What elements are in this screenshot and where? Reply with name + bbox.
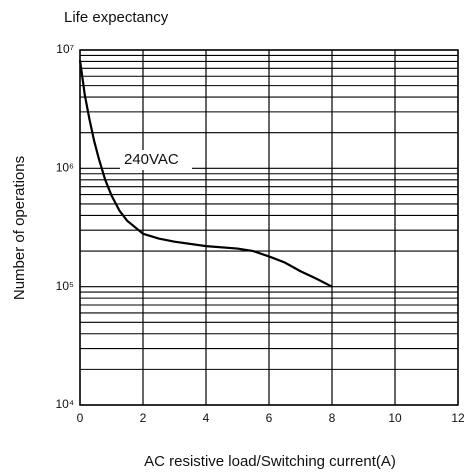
x-axis-label: AC resistive load/Switching current(A) (144, 453, 396, 470)
x-tick-label: 10 (388, 411, 402, 425)
x-tick-label: 4 (203, 411, 210, 425)
x-tick-label: 8 (329, 411, 336, 425)
x-tick-label: 12 (451, 411, 465, 425)
plot-frame (79, 49, 459, 406)
y-tick-label: 10⁶ (56, 161, 74, 175)
series-label: 240VAC (124, 151, 179, 168)
series-line (78, 60, 333, 288)
x-tick-label: 6 (266, 411, 273, 425)
x-tick-label: 2 (140, 411, 147, 425)
label-bg (120, 150, 192, 170)
chart-title: Life expectancy (64, 9, 169, 26)
y-tick-label: 10⁵ (56, 279, 74, 293)
y-axis-label: Number of operations (11, 156, 28, 300)
x-tick-label: 0 (77, 411, 84, 425)
y-tick-label: 10⁴ (55, 397, 74, 411)
y-tick-label: 10⁷ (56, 42, 74, 56)
